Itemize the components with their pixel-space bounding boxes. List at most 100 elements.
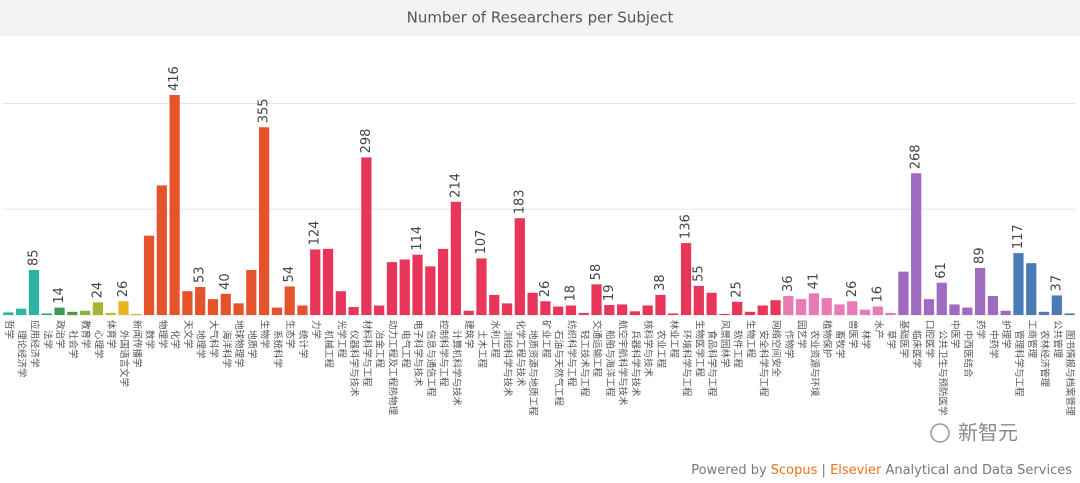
bar	[463, 310, 474, 315]
bar	[885, 312, 896, 315]
bar	[169, 95, 180, 315]
bar	[1026, 263, 1037, 315]
data-label: 55	[691, 265, 706, 282]
data-label: 117	[1011, 224, 1026, 249]
bar	[54, 307, 65, 315]
x-tick-label: 地球物理学	[233, 320, 245, 368]
data-label: 14	[52, 287, 67, 304]
x-tick-label: 政治学	[54, 320, 66, 349]
x-tick-label: 水利工程	[489, 320, 501, 359]
x-tick-label: 核科学与技术	[642, 320, 654, 378]
data-label: 26	[845, 281, 860, 298]
bar	[131, 313, 142, 315]
x-tick-label: 法学	[41, 330, 53, 349]
x-tick-label: 大气科学	[207, 320, 219, 358]
x-tick-label: 兵器科学与技术	[629, 330, 641, 397]
x-tick-label: 冶金工程	[374, 330, 386, 369]
data-label: 416	[167, 66, 182, 91]
bar	[182, 291, 193, 315]
data-label: 19	[602, 284, 617, 301]
x-tick-label: 工商管理	[1026, 320, 1038, 359]
bar	[808, 293, 820, 315]
bar	[322, 248, 334, 315]
data-label: 136	[679, 214, 694, 239]
bar	[412, 254, 423, 315]
x-tick-label: 食品科学与工程	[706, 330, 718, 397]
x-tick-label: 体育学	[105, 320, 117, 349]
x-tick-label: 信息与通信工程	[425, 330, 437, 397]
bar	[207, 299, 219, 315]
bar	[476, 258, 487, 315]
x-tick-label: 数学	[144, 330, 156, 349]
x-tick-label: 林学	[860, 330, 872, 349]
bar	[821, 298, 832, 315]
bar	[872, 306, 883, 315]
x-tick-label: 中医学	[949, 320, 961, 349]
bar	[3, 312, 14, 315]
bar	[1038, 311, 1050, 315]
bar	[565, 305, 577, 315]
x-tick-label: 地理学	[195, 330, 207, 359]
bar	[143, 235, 155, 315]
x-tick-label: 药学	[975, 320, 987, 339]
bar	[233, 303, 244, 315]
x-tick-label: 机械工程	[323, 330, 335, 369]
bar	[923, 299, 935, 315]
x-tick-label: 水产	[872, 320, 884, 339]
x-tick-label: 动力工程及工程热物理	[386, 320, 398, 416]
bar	[425, 266, 436, 315]
bar	[514, 218, 525, 315]
x-tick-label: 船舶与海洋工程	[604, 330, 616, 397]
x-tick-label: 物理学	[156, 320, 168, 349]
bar	[28, 270, 40, 315]
x-tick-label: 生态学	[284, 320, 296, 349]
x-tick-label: 地质学	[246, 330, 258, 359]
footer-brand: Elsevier	[830, 463, 882, 478]
watermark: 新智元	[958, 421, 1018, 445]
x-tick-label: 公共管理	[1051, 320, 1063, 359]
data-label: 36	[781, 275, 796, 292]
title-bar	[0, 0, 1080, 36]
bar	[220, 293, 231, 315]
bar	[770, 300, 781, 315]
bar	[859, 309, 871, 315]
x-tick-label: 林业工程	[668, 320, 680, 359]
footer-brand: Scopus	[771, 463, 818, 478]
x-tick-label: 畜牧学	[834, 330, 846, 359]
x-tick-label: 图书情报与档案管理	[1064, 330, 1076, 416]
x-tick-label: 轻工技术与工程	[578, 330, 590, 397]
x-tick-label: 测绘科学与技术	[502, 330, 514, 397]
bar	[898, 271, 909, 315]
x-tick-label: 农业工程	[655, 330, 667, 369]
data-label: 89	[973, 247, 988, 264]
bar	[962, 307, 973, 315]
bar	[79, 310, 91, 315]
x-tick-label: 矿业工程	[540, 320, 552, 359]
bar	[668, 313, 679, 315]
x-tick-label: 草学	[885, 330, 897, 349]
data-label: 26	[538, 281, 553, 298]
bar	[834, 304, 845, 315]
x-tick-label: 中药学	[987, 330, 999, 359]
bar	[719, 313, 730, 315]
bar	[297, 305, 308, 315]
bar	[847, 301, 858, 315]
data-label: 58	[589, 264, 604, 281]
bar	[655, 294, 666, 315]
x-tick-label: 电子科学与技术	[412, 320, 424, 387]
bar	[680, 243, 692, 315]
data-label: 183	[512, 189, 527, 214]
x-tick-label: 兽医学	[847, 320, 859, 349]
x-tick-label: 控制科学与工程	[438, 320, 450, 387]
bar	[1064, 313, 1075, 315]
x-tick-label: 环境科学与工程	[681, 330, 693, 397]
bar	[732, 301, 743, 315]
x-tick-label: 地质资源与地质工程	[527, 330, 539, 416]
data-label: 38	[653, 274, 668, 291]
x-tick-label: 光学工程	[335, 320, 347, 359]
x-tick-label: 交通运输工程	[591, 320, 603, 378]
x-tick-label: 生物医学工程	[693, 320, 705, 378]
bar	[642, 305, 653, 315]
data-label: 41	[806, 273, 821, 290]
data-label: 37	[1049, 275, 1064, 292]
